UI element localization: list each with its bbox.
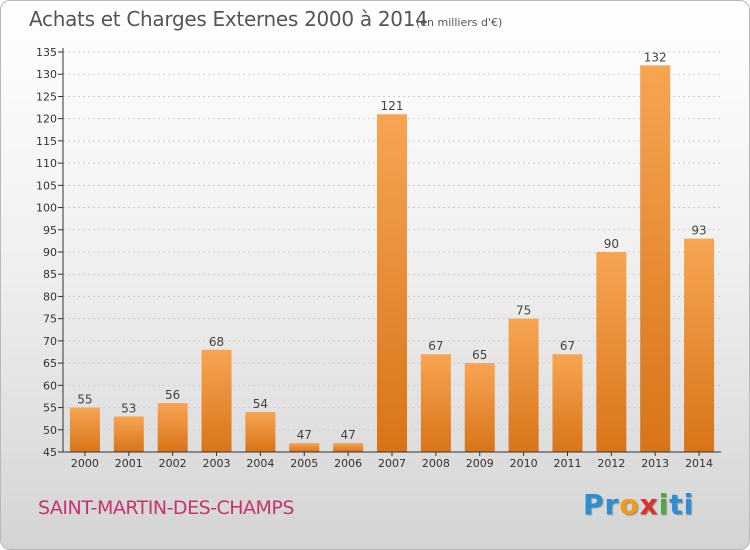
data-labels: 55 53 56 68 54 47 47 121 67 65 75 67 90 132 93 bbox=[77, 50, 706, 442]
data-label: 47 bbox=[297, 428, 312, 442]
bar bbox=[289, 443, 320, 452]
x-tick-label: 2005 bbox=[290, 457, 318, 470]
x-tick-label: 2006 bbox=[334, 457, 362, 470]
y-tick-label: 110 bbox=[36, 157, 57, 170]
bar bbox=[596, 252, 627, 452]
data-label: 53 bbox=[121, 401, 136, 415]
proxiti-logo: Proxiti bbox=[583, 488, 694, 521]
x-tick-label: 2012 bbox=[597, 457, 625, 470]
data-label: 55 bbox=[77, 393, 92, 407]
y-tick-label: 105 bbox=[36, 179, 57, 192]
y-tick-label: 50 bbox=[43, 424, 57, 437]
logo-letter: P bbox=[583, 488, 605, 521]
logo-letter: t bbox=[669, 488, 684, 521]
logo-letter: o bbox=[619, 488, 640, 521]
x-tick-label: 2001 bbox=[115, 457, 143, 470]
bar bbox=[508, 318, 539, 452]
y-tick-label: 60 bbox=[43, 379, 57, 392]
bar bbox=[377, 114, 407, 452]
bar bbox=[333, 443, 364, 452]
y-tick-label: 85 bbox=[43, 268, 57, 281]
chart-title: Achats et Charges Externes 2000 à 2014 bbox=[29, 7, 428, 31]
x-tick-label: 2011 bbox=[553, 457, 581, 470]
logo-letter: r bbox=[604, 488, 620, 521]
y-tick-label: 90 bbox=[43, 246, 57, 259]
data-label: 56 bbox=[165, 388, 180, 402]
bar bbox=[464, 363, 495, 452]
x-tick-label: 2000 bbox=[71, 457, 99, 470]
bar bbox=[684, 238, 715, 452]
y-tick-label: 120 bbox=[36, 113, 57, 126]
chart-unit: (en milliers d'€) bbox=[416, 16, 503, 29]
x-tick-label: 2002 bbox=[159, 457, 187, 470]
bar bbox=[245, 412, 276, 452]
logo-letter: i bbox=[658, 488, 670, 521]
data-label: 90 bbox=[604, 237, 619, 251]
bar bbox=[113, 416, 144, 452]
y-tick-label: 75 bbox=[43, 313, 57, 326]
bar bbox=[552, 354, 583, 452]
axes: 45 50 55 60 65 70 75 80 85 90 95 100 105 110 115 120 125… bbox=[36, 46, 721, 470]
data-label: 67 bbox=[428, 339, 443, 353]
y-tick-label: 135 bbox=[36, 46, 57, 59]
data-label: 68 bbox=[209, 335, 224, 349]
y-tick-label: 45 bbox=[43, 446, 57, 459]
y-tick-label: 125 bbox=[36, 90, 57, 103]
y-tick-label: 65 bbox=[43, 357, 57, 370]
x-tick-label: 2003 bbox=[203, 457, 231, 470]
data-label: 93 bbox=[691, 224, 706, 238]
data-label: 65 bbox=[472, 348, 487, 362]
bar bbox=[157, 403, 188, 452]
y-tick-label: 70 bbox=[43, 335, 57, 348]
bar bbox=[640, 65, 671, 452]
x-tick-label: 2008 bbox=[422, 457, 450, 470]
logo-letter: x bbox=[639, 488, 659, 521]
data-label: 67 bbox=[560, 339, 575, 353]
x-tick-label: 2004 bbox=[246, 457, 274, 470]
data-label: 75 bbox=[516, 304, 531, 318]
y-tick-label: 100 bbox=[36, 202, 57, 215]
x-tick-label: 2010 bbox=[510, 457, 538, 470]
x-tick-label: 2014 bbox=[685, 457, 713, 470]
bar bbox=[420, 354, 451, 452]
y-tick-label: 80 bbox=[43, 290, 57, 303]
bar bbox=[69, 407, 100, 452]
data-label: 132 bbox=[644, 50, 667, 64]
bars bbox=[69, 65, 715, 452]
bar bbox=[201, 349, 232, 452]
x-tick-label: 2007 bbox=[378, 457, 406, 470]
y-tick-label: 130 bbox=[36, 68, 57, 81]
logo-letter: i bbox=[683, 488, 695, 521]
data-label: 47 bbox=[340, 428, 355, 442]
data-label: 121 bbox=[381, 99, 404, 113]
y-tick-label: 115 bbox=[36, 135, 57, 148]
commune-name: SAINT-MARTIN-DES-CHAMPS bbox=[38, 497, 294, 519]
y-tick-label: 95 bbox=[43, 224, 57, 237]
x-tick-label: 2013 bbox=[641, 457, 669, 470]
bar-chart: 45 50 55 60 65 70 75 80 85 90 95 100 105 110 115 120 125… bbox=[36, 46, 721, 470]
data-label: 54 bbox=[253, 397, 268, 411]
x-tick-label: 2009 bbox=[466, 457, 494, 470]
y-tick-label: 55 bbox=[43, 402, 57, 415]
